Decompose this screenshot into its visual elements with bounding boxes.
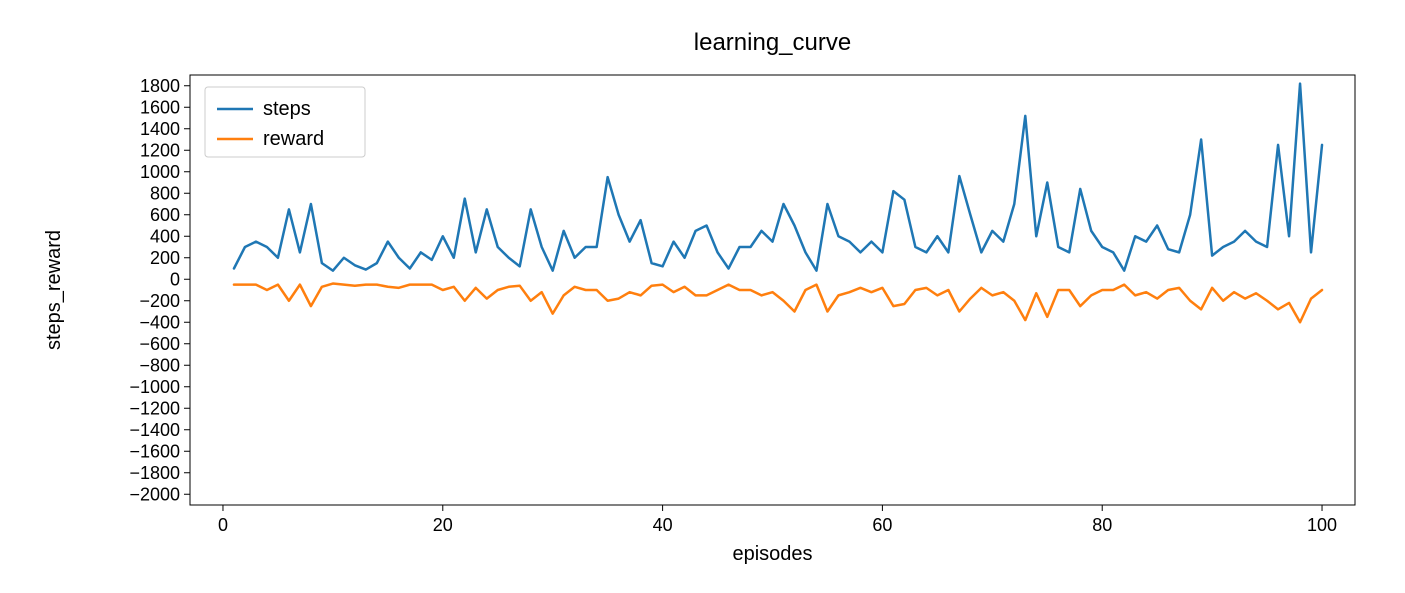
x-tick-label: 60 [872, 515, 892, 535]
y-tick-label: 0 [170, 269, 180, 289]
y-tick-label: 200 [150, 248, 180, 268]
y-tick-label: −1400 [129, 420, 180, 440]
y-tick-label: 1800 [140, 76, 180, 96]
x-tick-label: 40 [653, 515, 673, 535]
y-tick-label: −1200 [129, 398, 180, 418]
x-axis-label: episodes [732, 543, 812, 565]
legend-label-reward: reward [263, 128, 324, 150]
y-axis-label: steps_reward [43, 230, 65, 350]
legend-label-steps: steps [263, 98, 311, 120]
y-tick-label: −1800 [129, 463, 180, 483]
y-tick-label: −1600 [129, 441, 180, 461]
chart-svg: −2000−1800−1600−1400−1200−1000−800−600−4… [10, 10, 1395, 583]
learning-curve-chart: −2000−1800−1600−1400−1200−1000−800−600−4… [10, 10, 1395, 583]
y-tick-label: 1400 [140, 119, 180, 139]
x-tick-label: 20 [433, 515, 453, 535]
y-tick-label: 1600 [140, 97, 180, 117]
y-tick-label: −200 [139, 291, 180, 311]
y-tick-label: −800 [139, 355, 180, 375]
y-tick-label: 800 [150, 183, 180, 203]
x-tick-label: 100 [1307, 515, 1337, 535]
y-tick-label: 1200 [140, 140, 180, 160]
y-tick-label: 600 [150, 205, 180, 225]
y-tick-label: 400 [150, 226, 180, 246]
y-tick-label: −1000 [129, 377, 180, 397]
y-tick-label: 1000 [140, 162, 180, 182]
chart-title: learning_curve [694, 29, 851, 56]
x-tick-label: 0 [218, 515, 228, 535]
y-tick-label: −600 [139, 334, 180, 354]
y-tick-label: −400 [139, 312, 180, 332]
x-tick-label: 80 [1092, 515, 1112, 535]
y-tick-label: −2000 [129, 484, 180, 504]
